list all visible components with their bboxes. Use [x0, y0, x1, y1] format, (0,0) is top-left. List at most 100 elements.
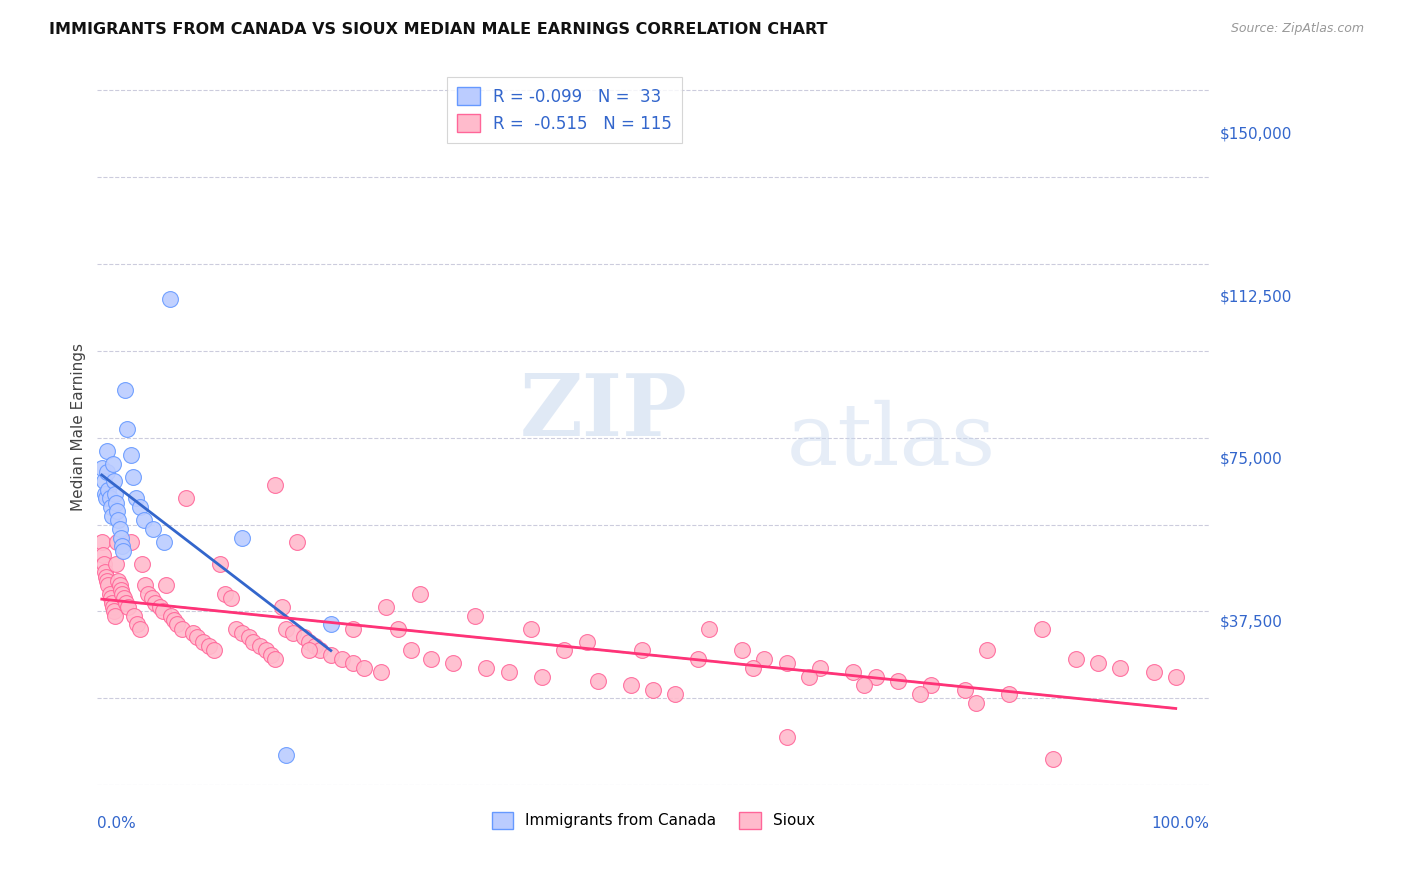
Point: [120, 448, 142, 462]
Point: [731, 643, 754, 657]
Text: atlas: atlas: [786, 400, 995, 483]
Point: [96, 574, 118, 588]
Point: [174, 491, 197, 506]
Point: [475, 661, 498, 675]
Point: [419, 652, 441, 666]
Point: [149, 600, 172, 615]
Point: [1042, 752, 1064, 766]
Point: [110, 582, 132, 597]
Point: [842, 665, 865, 680]
Point: [93, 557, 115, 571]
Text: $112,500: $112,500: [1220, 289, 1292, 304]
Point: [111, 587, 134, 601]
Point: [976, 643, 998, 657]
Point: [1031, 622, 1053, 636]
Text: Source: ZipAtlas.com: Source: ZipAtlas.com: [1230, 22, 1364, 36]
Point: [125, 491, 148, 506]
Point: [122, 608, 145, 623]
Point: [108, 522, 131, 536]
Point: [242, 634, 264, 648]
Point: [1109, 661, 1132, 675]
Point: [104, 608, 127, 623]
Point: [166, 617, 188, 632]
Point: [208, 557, 231, 571]
Point: [152, 604, 174, 618]
Point: [797, 669, 820, 683]
Point: [270, 600, 292, 615]
Point: [101, 457, 124, 471]
Point: [965, 696, 987, 710]
Point: [159, 608, 181, 623]
Point: [620, 678, 643, 692]
Point: [186, 631, 208, 645]
Point: [664, 687, 686, 701]
Point: [219, 591, 242, 606]
Point: [97, 578, 120, 592]
Text: $150,000: $150,000: [1220, 126, 1292, 141]
Text: $37,500: $37,500: [1220, 615, 1284, 630]
Point: [231, 626, 253, 640]
Point: [330, 652, 353, 666]
Point: [101, 508, 124, 523]
Point: [808, 661, 831, 675]
Point: [375, 600, 398, 615]
Point: [998, 687, 1021, 701]
Point: [128, 500, 150, 515]
Point: [132, 513, 155, 527]
Point: [159, 292, 181, 306]
Point: [94, 566, 117, 580]
Text: ZIP: ZIP: [520, 370, 688, 455]
Point: [260, 648, 283, 662]
Point: [107, 574, 129, 588]
Point: [93, 474, 115, 488]
Point: [553, 643, 575, 657]
Point: [643, 682, 665, 697]
Point: [1064, 652, 1087, 666]
Point: [276, 622, 298, 636]
Point: [101, 600, 124, 615]
Point: [225, 622, 247, 636]
Point: [686, 652, 709, 666]
Point: [111, 539, 134, 553]
Point: [96, 466, 118, 480]
Point: [319, 617, 342, 632]
Point: [120, 535, 142, 549]
Point: [117, 600, 139, 615]
Point: [1142, 665, 1164, 680]
Point: [319, 648, 342, 662]
Point: [91, 548, 114, 562]
Point: [131, 557, 153, 571]
Point: [742, 661, 765, 675]
Point: [103, 474, 125, 488]
Point: [264, 478, 287, 492]
Point: [101, 596, 124, 610]
Point: [142, 522, 165, 536]
Point: [163, 613, 186, 627]
Point: [249, 639, 271, 653]
Point: [353, 661, 375, 675]
Point: [115, 596, 138, 610]
Point: [197, 639, 219, 653]
Point: [238, 631, 260, 645]
Point: [264, 652, 287, 666]
Point: [853, 678, 876, 692]
Point: [90, 461, 112, 475]
Point: [108, 578, 131, 592]
Point: [214, 587, 236, 601]
Point: [775, 731, 797, 745]
Point: [128, 622, 150, 636]
Point: [586, 673, 609, 688]
Point: [631, 643, 654, 657]
Point: [908, 687, 931, 701]
Point: [153, 535, 176, 549]
Point: [464, 608, 486, 623]
Point: [134, 578, 156, 592]
Point: [105, 535, 128, 549]
Legend: Immigrants from Canada, Sioux: Immigrants from Canada, Sioux: [485, 805, 821, 835]
Point: [90, 535, 112, 549]
Point: [104, 487, 127, 501]
Point: [103, 604, 125, 618]
Point: [202, 643, 225, 657]
Point: [117, 422, 139, 436]
Point: [98, 491, 121, 506]
